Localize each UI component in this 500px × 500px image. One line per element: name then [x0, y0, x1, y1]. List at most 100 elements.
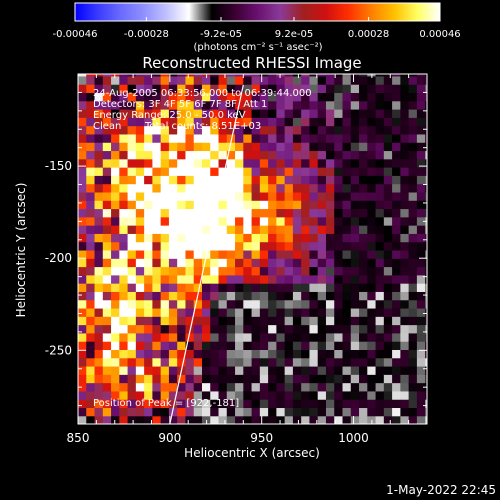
heatmap-cell — [127, 74, 137, 77]
heatmap-cell — [210, 92, 220, 102]
heatmap-cell — [367, 84, 377, 94]
heatmap-cell — [334, 75, 344, 85]
heatmap-cell — [102, 74, 112, 77]
heatmap-cell — [334, 233, 344, 243]
heatmap-cell — [325, 407, 335, 417]
heatmap-cell — [235, 175, 244, 185]
heatmap-cell — [317, 92, 327, 102]
heatmap-cell — [86, 125, 96, 135]
heatmap-cell — [383, 142, 393, 152]
heatmap-cell — [301, 390, 311, 400]
heatmap-cell — [342, 241, 352, 251]
heatmap-cell — [325, 365, 335, 375]
heatmap-cell — [383, 357, 393, 367]
heatmap-cell — [268, 92, 277, 102]
heatmap-cell — [408, 390, 418, 400]
heatmap-cell — [119, 283, 129, 292]
heatmap-cell — [86, 274, 96, 284]
heatmap-cell — [392, 382, 401, 392]
heatmap-cell — [119, 316, 129, 326]
heatmap-cell — [342, 233, 352, 243]
heatmap-cell — [392, 225, 401, 234]
heatmap-cell — [392, 208, 401, 218]
heatmap-cell — [383, 183, 393, 193]
heatmap-cell — [251, 258, 261, 268]
heatmap-cell — [168, 357, 178, 367]
heatmap-cell — [251, 225, 261, 234]
heatmap-cell — [292, 117, 302, 127]
heatmap-cell — [317, 117, 327, 127]
heatmap-cell — [309, 332, 319, 342]
heatmap-cell — [408, 399, 418, 409]
heatmap-cell — [235, 216, 244, 226]
heatmap-cell — [359, 150, 368, 160]
heatmap-cell — [350, 390, 360, 400]
heatmap-cell — [367, 341, 377, 350]
heatmap-cell — [86, 399, 96, 409]
heatmap-cell — [102, 125, 112, 135]
heatmap-cell — [218, 142, 228, 152]
heatmap-cell — [111, 200, 120, 210]
heatmap-cell — [284, 258, 294, 268]
heatmap-cell — [268, 341, 277, 350]
heatmap-cell — [317, 365, 327, 375]
heatmap-cell — [226, 74, 236, 77]
heatmap-cell — [160, 382, 170, 392]
heatmap-cell — [78, 142, 87, 152]
heatmap-cell — [284, 382, 294, 392]
heatmap-cell — [259, 316, 269, 326]
heatmap-cell — [259, 266, 269, 276]
heatmap-cell — [177, 249, 187, 259]
heatmap-cell — [86, 316, 96, 326]
heatmap-cell — [284, 92, 294, 102]
heatmap-cell — [144, 332, 153, 342]
heatmap-cell — [144, 357, 153, 367]
heatmap-cell — [185, 283, 195, 292]
heatmap-cell — [152, 183, 162, 193]
heatmap-cell — [416, 415, 426, 424]
heatmap-cell — [210, 249, 220, 259]
heatmap-cell — [119, 175, 129, 185]
heatmap-cell — [383, 316, 393, 326]
heatmap-cell — [111, 382, 120, 392]
heatmap-cell — [383, 200, 393, 210]
heatmap-cell — [400, 258, 410, 268]
heatmap-cell — [177, 109, 187, 118]
heatmap-cell — [416, 233, 426, 243]
heatmap-cell — [292, 249, 302, 259]
heatmap-cell — [292, 357, 302, 367]
heatmap-cell — [342, 125, 352, 135]
heatmap-cell — [168, 299, 178, 309]
heatmap-cell — [359, 225, 368, 234]
heatmap-cell — [325, 332, 335, 342]
heatmap-cell — [342, 175, 352, 185]
heatmap-cell — [292, 382, 302, 392]
heatmap-cell — [177, 258, 187, 268]
heatmap-cell — [226, 225, 236, 234]
heatmap-cell — [259, 75, 269, 85]
heatmap-cell — [127, 200, 137, 210]
heatmap-cell — [160, 324, 170, 334]
heatmap-cell — [350, 407, 360, 417]
heatmap-cell — [367, 183, 377, 193]
heatmap-cell — [78, 316, 87, 326]
heatmap-cell — [201, 365, 211, 375]
heatmap-cell — [168, 324, 178, 334]
heatmap-cell — [177, 142, 187, 152]
heatmap-cell — [235, 200, 244, 210]
heatmap-cell — [268, 109, 277, 118]
heatmap-cell — [168, 407, 178, 417]
heatmap-cell — [317, 74, 327, 77]
solar-limb-line — [169, 84, 244, 424]
heatmap-cell — [168, 183, 178, 193]
heatmap-cell — [334, 274, 344, 284]
heatmap-cell — [416, 100, 426, 110]
heatmap-cell — [201, 216, 211, 226]
heatmap-cell — [201, 158, 211, 168]
heatmap-cell — [259, 208, 269, 218]
heatmap-cell — [226, 374, 236, 384]
heatmap-cell — [367, 109, 377, 118]
heatmap-cell — [416, 324, 426, 334]
heatmap-cell — [284, 200, 294, 210]
heatmap-cell — [135, 349, 145, 359]
